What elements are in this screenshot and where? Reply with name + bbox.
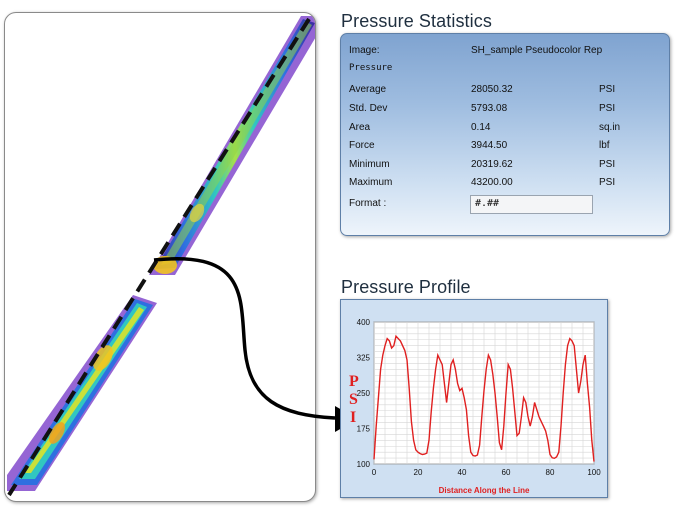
stat-value: 3944.50 — [471, 140, 508, 151]
ylabel-letter-s: S — [349, 391, 358, 408]
x-tick-label: 60 — [502, 468, 511, 477]
y-tick-label: 100 — [357, 460, 371, 469]
image-row: Image: SH_sample Pseudocolor Rep — [341, 45, 669, 63]
image-label: Image: — [349, 45, 380, 56]
stat-unit: PSI — [599, 103, 616, 114]
stat-value: 20319.62 — [471, 159, 513, 170]
x-tick-label: 20 — [414, 468, 423, 477]
y-tick-label: 175 — [357, 425, 371, 434]
profile-panel: 100 175 250 325 400 0 20 40 60 80 100 P S I Dista… — [340, 299, 608, 498]
stat-unit: sq.in — [599, 122, 621, 133]
image-value: SH_sample Pseudocolor Rep — [471, 45, 603, 56]
stat-value: 28050.32 — [471, 84, 513, 95]
y-tick-label: 400 — [357, 318, 371, 327]
stat-unit: PSI — [599, 84, 616, 95]
stat-label: Area — [349, 122, 371, 133]
stats-panel: Image: SH_sample Pseudocolor Rep Pressur… — [340, 33, 670, 236]
stat-label: Average — [349, 84, 387, 95]
pressure-subheading: Pressure — [349, 63, 393, 73]
stat-row-stddev: Std. Dev 5793.08 PSI — [341, 103, 669, 121]
ylabel-letter-p: P — [349, 373, 359, 390]
y-tick-label: 250 — [357, 389, 371, 398]
y-tick-labels: 100 175 250 325 400 — [357, 318, 371, 469]
format-input[interactable]: #.## — [470, 195, 593, 214]
pressure-pseudocolor-image — [7, 16, 315, 497]
x-tick-label: 80 — [546, 468, 555, 477]
pressure-profile-chart: 100 175 250 325 400 0 20 40 60 80 100 P S I Dista… — [349, 318, 601, 495]
x-tick-label: 100 — [587, 468, 601, 477]
stat-unit: PSI — [599, 159, 616, 170]
stat-row-area: Area 0.14 sq.in — [341, 122, 669, 140]
x-tick-labels: 0 20 40 60 80 100 — [372, 468, 601, 477]
stat-value: 43200.00 — [471, 177, 513, 188]
grid-lines — [373, 321, 595, 465]
y-tick-label: 325 — [357, 354, 371, 363]
stat-label: Maximum — [349, 177, 393, 188]
stat-label: Force — [349, 140, 375, 151]
ylabel-letter-i: I — [350, 409, 356, 426]
stat-row-average: Average 28050.32 PSI — [341, 84, 669, 102]
stats-title: Pressure Statistics — [341, 11, 492, 31]
format-label: Format : — [349, 198, 387, 209]
stat-value: 0.14 — [471, 122, 491, 133]
stat-label: Minimum — [349, 159, 390, 170]
stat-unit: PSI — [599, 177, 616, 188]
stat-unit: lbf — [599, 140, 610, 151]
stat-row-force: Force 3944.50 lbf — [341, 140, 669, 158]
lower-strip — [7, 295, 157, 491]
stat-label: Std. Dev — [349, 103, 388, 114]
x-tick-label: 0 — [372, 468, 377, 477]
x-tick-label: 40 — [458, 468, 467, 477]
sample-image-panel — [4, 12, 316, 502]
profile-title: Pressure Profile — [341, 277, 471, 297]
profile-line[interactable] — [7, 17, 311, 497]
stat-value: 5793.08 — [471, 103, 508, 114]
x-axis-label: Distance Along the Line — [439, 486, 530, 495]
stat-row-maximum: Maximum 43200.00 PSI — [341, 177, 669, 195]
pressure-series-line — [373, 334, 595, 462]
stat-row-minimum: Minimum 20319.62 PSI — [341, 159, 669, 177]
